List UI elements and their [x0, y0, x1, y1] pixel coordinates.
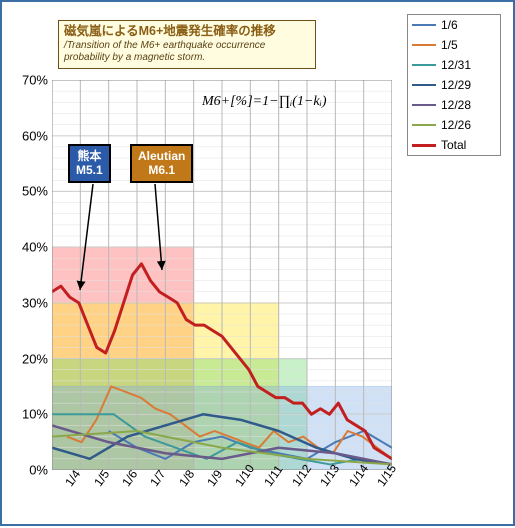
- legend: 1/6 1/5 12/31 12/29 12/28 12/26 Total: [407, 14, 501, 156]
- y-tick: 70%: [8, 73, 48, 88]
- chart-formula: M6+[%]=1−∏ᵢ(1−kᵢ): [202, 94, 327, 110]
- chart-title-box: 磁気嵐によるM6+地震発生確率の推移 /Transition of the M6…: [58, 20, 316, 69]
- callout-line2: M5.1: [76, 163, 103, 177]
- legend-item: 1/6: [408, 15, 500, 35]
- x-tick: 1/15: [374, 462, 399, 489]
- legend-item: 12/28: [408, 95, 500, 115]
- legend-label: 12/31: [441, 58, 471, 72]
- legend-label: 1/5: [441, 38, 458, 52]
- legend-label: 12/28: [441, 98, 471, 112]
- x-tick: 1/12: [289, 462, 314, 489]
- x-tick: 1/13: [317, 462, 342, 489]
- y-tick: 40%: [8, 240, 48, 255]
- x-tick: 1/4: [62, 467, 83, 489]
- x-tick: 1/14: [346, 462, 371, 489]
- callout-kumamoto: 熊本M5.1: [68, 144, 111, 183]
- y-tick: 60%: [8, 128, 48, 143]
- x-tick: 1/9: [204, 467, 225, 489]
- legend-item: Total: [408, 135, 500, 155]
- chart-title-en: /Transition of the M6+ earthquake occurr…: [64, 40, 310, 65]
- legend-swatch: [412, 144, 436, 147]
- chart-title-jp: 磁気嵐によるM6+地震発生確率の推移: [64, 24, 310, 40]
- callout-line2: M6.1: [138, 163, 185, 177]
- plot-svg: [52, 80, 392, 470]
- callout-aleutian: AleutianM6.1: [130, 144, 193, 183]
- callout-line1: 熊本: [76, 149, 103, 163]
- legend-swatch: [412, 44, 436, 46]
- x-tick: 1/7: [147, 467, 168, 489]
- legend-swatch: [412, 64, 436, 66]
- x-tick: 1/6: [119, 467, 140, 489]
- legend-label: Total: [441, 138, 466, 152]
- x-tick: 1/11: [261, 463, 285, 489]
- legend-item: 1/5: [408, 35, 500, 55]
- legend-label: 12/26: [441, 118, 471, 132]
- legend-item: 12/31: [408, 55, 500, 75]
- legend-label: 12/29: [441, 78, 471, 92]
- legend-swatch: [412, 84, 436, 86]
- legend-item: 12/26: [408, 115, 500, 135]
- legend-label: 1/6: [441, 18, 458, 32]
- legend-item: 12/29: [408, 75, 500, 95]
- x-axis: 1/41/51/61/71/81/91/101/111/121/131/141/…: [52, 466, 392, 506]
- x-tick: 1/5: [91, 467, 112, 489]
- y-tick: 0%: [8, 463, 48, 478]
- callout-line1: Aleutian: [138, 149, 185, 163]
- x-tick: 1/8: [176, 467, 197, 489]
- y-tick: 30%: [8, 295, 48, 310]
- y-axis: 0%10%20%30%40%50%60%70%: [8, 80, 48, 470]
- y-tick: 20%: [8, 351, 48, 366]
- legend-swatch: [412, 124, 436, 126]
- chart-frame: 磁気嵐によるM6+地震発生確率の推移 /Transition of the M6…: [0, 0, 515, 526]
- legend-swatch: [412, 104, 436, 106]
- y-tick: 50%: [8, 184, 48, 199]
- x-tick: 1/10: [232, 462, 257, 489]
- y-tick: 10%: [8, 407, 48, 422]
- plot-area: [52, 80, 392, 470]
- legend-swatch: [412, 24, 436, 26]
